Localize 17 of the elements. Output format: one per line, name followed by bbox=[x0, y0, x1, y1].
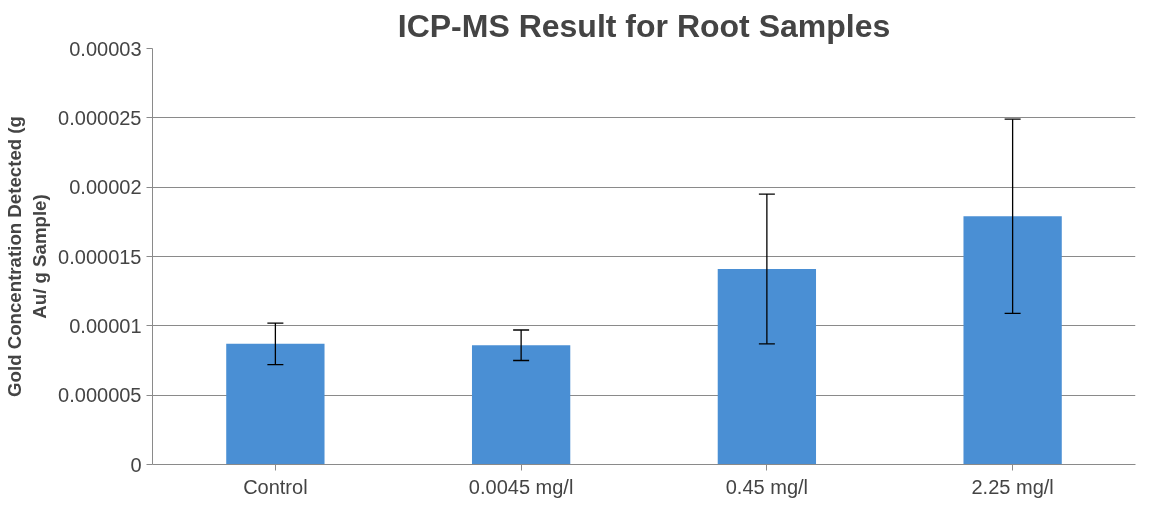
bar bbox=[471, 345, 571, 465]
y-tick-label: 0.000015 bbox=[58, 245, 142, 268]
x-tick-label: 0.0045 mg/l bbox=[468, 475, 574, 498]
bar bbox=[226, 343, 325, 465]
x-tick-label: 0.45 mg/l bbox=[725, 475, 809, 498]
y-tick-label: 0.000025 bbox=[58, 106, 142, 129]
chart-title: ICP-MS Result for Root Samples bbox=[397, 7, 891, 44]
y-tick-label: 0 bbox=[130, 453, 142, 476]
x-tick-label: 2.25 mg/l bbox=[971, 475, 1054, 498]
y-tick-label: 0.00001 bbox=[69, 314, 142, 337]
bar bbox=[717, 268, 817, 465]
x-tick-label: Control bbox=[243, 475, 308, 498]
y-axis-title: Gold Concentration Detected (g Au/ g Sample) bbox=[3, 116, 51, 397]
y-tick-label: 0.000005 bbox=[58, 384, 142, 407]
y-tick-label: 0.00003 bbox=[69, 37, 142, 60]
bar bbox=[963, 216, 1062, 465]
y-tick-label: 0.00002 bbox=[69, 176, 142, 199]
